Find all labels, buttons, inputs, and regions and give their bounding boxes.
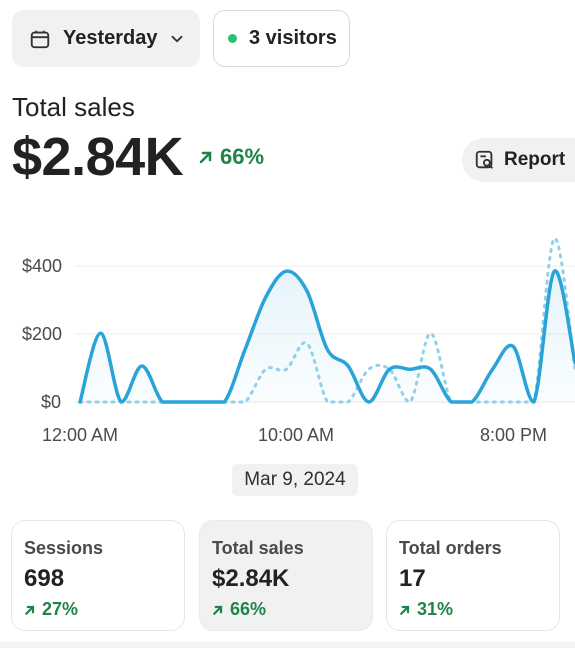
arrow-up-right-icon xyxy=(199,151,212,164)
y-tick-label: $0 xyxy=(41,392,62,412)
y-tick-label: $200 xyxy=(22,324,63,344)
y-tick-label: $400 xyxy=(22,256,63,276)
card-change-value: 27% xyxy=(42,599,79,619)
card-change: 27% xyxy=(24,599,184,620)
arrow-up-right-icon xyxy=(213,605,223,615)
card-label: Sessions xyxy=(24,538,104,558)
sales-line-chart xyxy=(75,236,575,404)
metric-change-value: 66% xyxy=(220,144,265,169)
total-orders-card[interactable]: Total orders 17 31% xyxy=(386,520,560,631)
card-change: 31% xyxy=(399,599,559,620)
card-label: Total sales xyxy=(212,538,304,558)
card-value: 17 xyxy=(399,565,426,592)
date-range-button[interactable]: Yesterday xyxy=(12,10,200,67)
metric-title: Total sales xyxy=(12,92,135,122)
chevron-down-icon xyxy=(171,35,182,42)
metric-change: 66% xyxy=(198,144,264,170)
card-label: Total orders xyxy=(399,538,502,558)
calendar-icon xyxy=(30,30,50,48)
sales-series-line xyxy=(78,269,575,404)
card-change-value: 66% xyxy=(230,599,267,619)
total-sales-card[interactable]: Total sales $2.84K 66% xyxy=(199,520,373,631)
arrow-up-right-icon xyxy=(25,605,35,615)
report-search-icon xyxy=(475,150,493,169)
live-dot-icon xyxy=(228,34,237,43)
card-change-value: 31% xyxy=(417,599,454,619)
live-visitors-button[interactable]: 3 visitors xyxy=(213,10,350,67)
x-tick-label: 8:00 PM xyxy=(480,425,548,445)
card-change: 66% xyxy=(212,599,372,620)
x-tick-label: 12:00 AM xyxy=(42,425,119,445)
card-value: 698 xyxy=(24,565,65,592)
metric-value: $2.84K xyxy=(12,127,184,187)
bottom-divider xyxy=(0,642,575,648)
report-button[interactable]: Report xyxy=(462,138,575,182)
arrow-up-right-icon xyxy=(400,605,410,615)
card-value: $2.84K xyxy=(212,565,290,592)
report-label: Report xyxy=(504,149,566,170)
visitors-label: 3 visitors xyxy=(249,27,337,49)
sessions-card[interactable]: Sessions 698 27% xyxy=(11,520,185,631)
chart-date-label: Mar 9, 2024 xyxy=(232,464,358,496)
comparison-series-line xyxy=(78,236,575,404)
date-range-label: Yesterday xyxy=(63,27,158,49)
x-tick-label: 10:00 AM xyxy=(258,425,335,445)
